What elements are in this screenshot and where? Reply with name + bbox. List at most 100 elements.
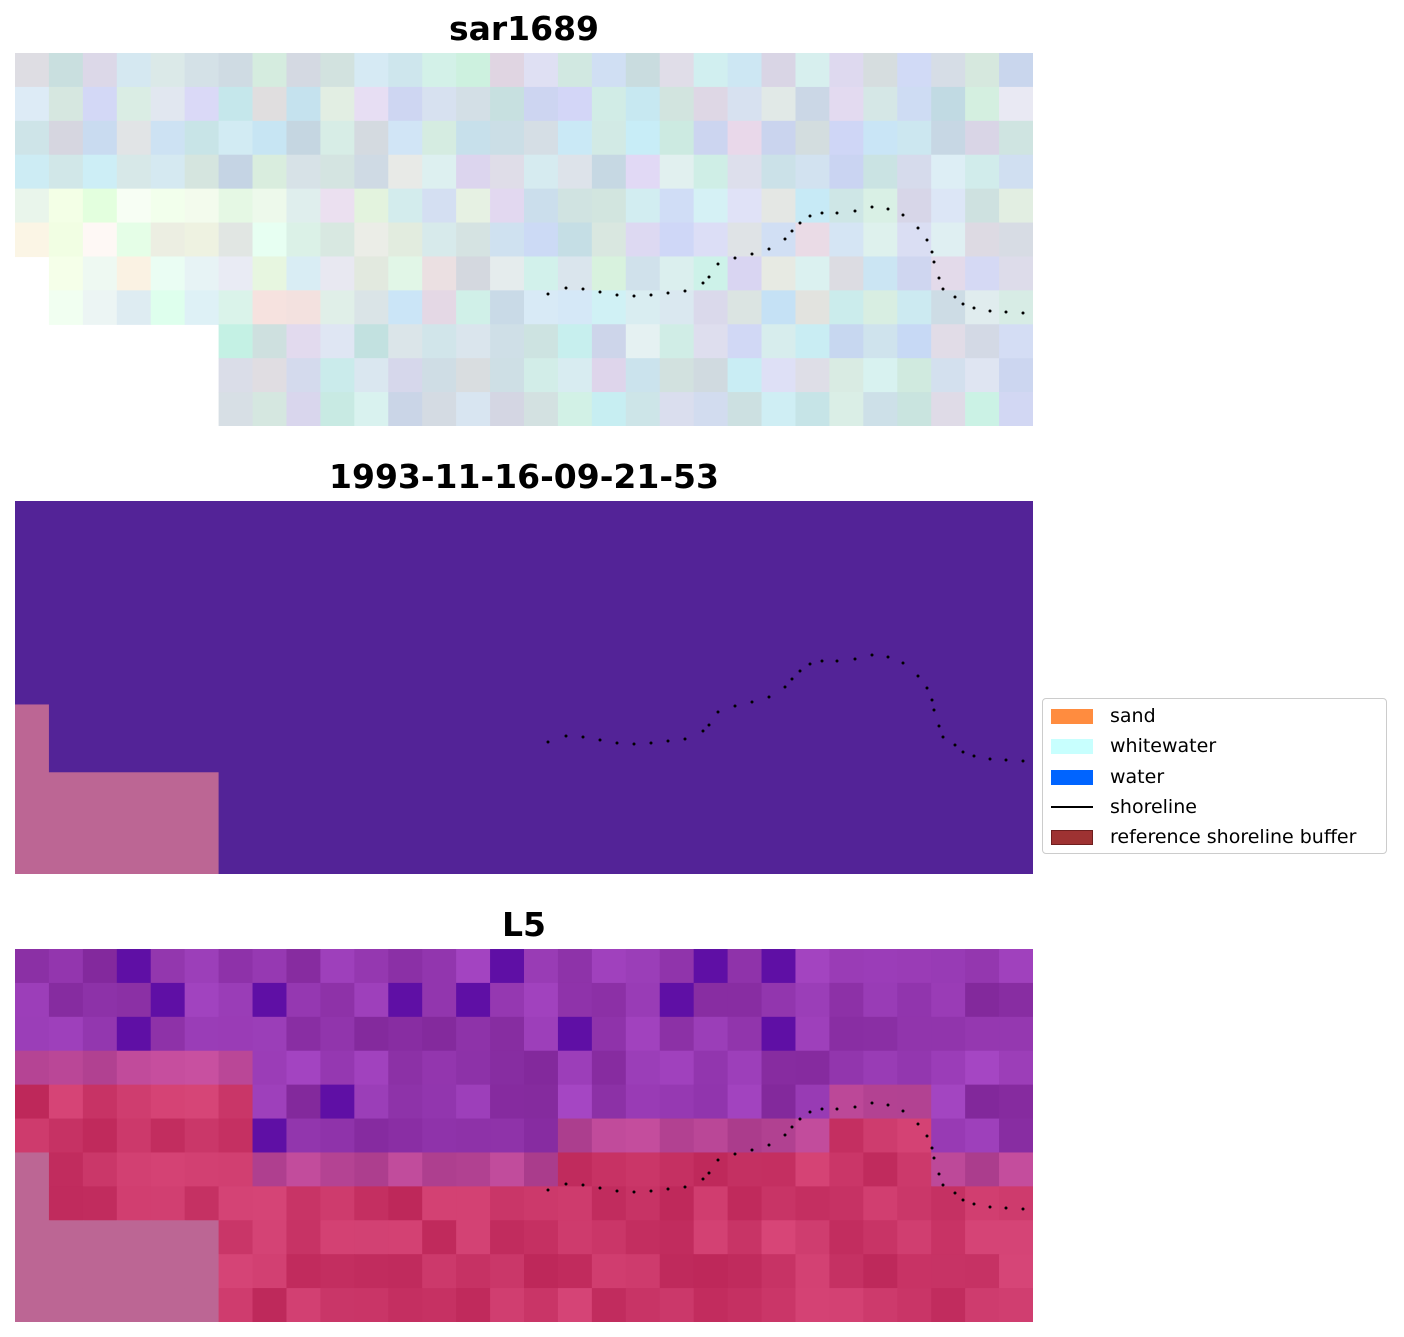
sar-pixel <box>524 358 559 393</box>
l5-pixel <box>761 1220 797 1255</box>
sar-pixel <box>218 222 254 258</box>
l5-pixel <box>116 1186 152 1221</box>
sar-pixel <box>15 188 50 224</box>
sar-pixel <box>625 324 661 359</box>
legend-item-shoreline: shoreline <box>1051 796 1197 818</box>
sar-pixel <box>48 120 84 156</box>
sar-pixel <box>286 53 321 88</box>
shoreline-dot <box>953 1191 957 1195</box>
l5-pixel <box>286 949 321 984</box>
sar-pixel <box>931 256 966 291</box>
l5-pixel <box>761 1288 797 1322</box>
l5-pixel <box>557 1050 593 1086</box>
sar-pixel <box>456 358 491 393</box>
sar-pixel <box>727 358 763 393</box>
sar-pixel <box>184 188 220 224</box>
l5-pixel <box>625 1220 661 1255</box>
l5-pixel <box>320 982 355 1018</box>
sar-pixel <box>659 120 695 156</box>
sar-pixel <box>795 222 830 258</box>
l5-pixel <box>286 1050 321 1086</box>
l5-pixel <box>116 1152 152 1187</box>
sar-pixel <box>557 256 593 291</box>
l5-pixel <box>999 1152 1033 1187</box>
shoreline-dot <box>701 729 705 733</box>
shoreline-dot <box>632 1190 636 1194</box>
sar-pixel <box>863 358 898 393</box>
nodata-pixel <box>48 1254 84 1289</box>
l5-pixel <box>184 1186 220 1221</box>
l5-pixel <box>354 1254 389 1289</box>
sar-pixel <box>82 53 118 88</box>
sar-pixel <box>48 290 84 325</box>
sar-pixel <box>829 86 864 122</box>
sar-pixel <box>184 222 220 258</box>
l5-pixel <box>354 982 389 1018</box>
l5-pixel <box>286 1288 321 1322</box>
sar-pixel <box>625 392 661 426</box>
l5-pixel <box>456 1084 491 1120</box>
sar-pixel <box>490 222 525 258</box>
sar-pixel <box>116 154 152 190</box>
sar-pixel <box>693 53 729 88</box>
l5-pixel <box>693 949 729 984</box>
l5-pixel <box>422 949 457 984</box>
sar-pixel <box>150 188 186 224</box>
sar-pixel <box>490 86 525 122</box>
shoreline-dot <box>930 250 934 254</box>
l5-pixel <box>150 1152 186 1187</box>
shoreline-dot <box>941 1183 945 1187</box>
shoreline-dot <box>835 211 839 215</box>
sar-pixel <box>693 324 729 359</box>
sar-pixel <box>15 53 50 88</box>
l5-pixel <box>456 982 491 1018</box>
l5-pixel <box>456 1288 491 1322</box>
l5-pixel <box>15 1084 50 1120</box>
shoreline-dot <box>798 1117 802 1121</box>
l5-pixel <box>82 1152 118 1187</box>
sar-pixel <box>456 392 491 426</box>
legend: sand whitewater water shoreline referenc… <box>1042 698 1387 854</box>
classified-image <box>15 501 1033 874</box>
sar-pixel <box>897 53 932 88</box>
sar-pixel <box>116 53 152 88</box>
nodata-pixel <box>116 1288 152 1322</box>
shoreline-dot <box>916 226 920 230</box>
sar-pixel <box>965 324 1000 359</box>
reference-buffer-swatch <box>1051 829 1093 845</box>
l5-pixel <box>727 1050 763 1086</box>
l5-image <box>15 949 1033 1322</box>
sar-pixel <box>693 358 729 393</box>
l5-pixel <box>897 1186 932 1221</box>
sar-pixel <box>82 86 118 122</box>
l5-pixel <box>320 1016 355 1052</box>
shoreline-dot <box>649 741 653 745</box>
shoreline-dot <box>546 292 550 296</box>
sar-pixel <box>184 120 220 156</box>
l5-pixel <box>286 1152 321 1187</box>
l5-pixel <box>218 982 254 1018</box>
l5-pixel <box>965 1050 1000 1086</box>
sar-pixel <box>82 290 118 325</box>
sar-pixel <box>591 392 627 426</box>
sar-pixel <box>591 256 627 291</box>
l5-pixel <box>727 1084 763 1120</box>
l5-pixel <box>150 982 186 1018</box>
sar-pixel <box>422 358 457 393</box>
sar-pixel <box>184 53 220 88</box>
sar-pixel <box>557 392 593 426</box>
shoreline-dot <box>961 302 965 306</box>
sar-pixel <box>795 358 830 393</box>
l5-pixel <box>15 949 50 984</box>
shoreline-dot <box>820 211 824 215</box>
l5-pixel <box>48 1186 84 1221</box>
sar-pixel <box>116 120 152 156</box>
l5-pixel <box>320 1050 355 1086</box>
l5-pixel <box>625 1016 661 1052</box>
shoreline-dot <box>953 743 957 747</box>
nodata-pixel <box>150 1254 186 1289</box>
sar-pixel <box>218 290 254 325</box>
sar-pixel <box>524 392 559 426</box>
shoreline-dot <box>808 214 812 218</box>
shoreline-dot <box>886 655 890 659</box>
